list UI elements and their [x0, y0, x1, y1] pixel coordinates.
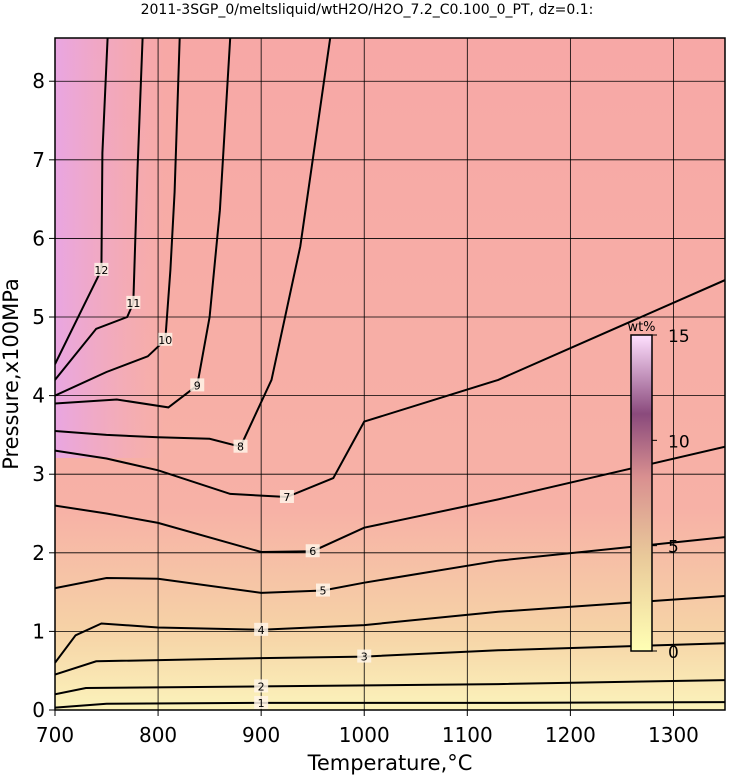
contour-label: 5: [320, 585, 327, 598]
contour-label-box: [254, 695, 269, 709]
contour-line: [55, 38, 144, 381]
colorbar-tick-label: 10: [668, 432, 690, 452]
contour-label: 1: [258, 697, 265, 710]
contour-label-box: [305, 544, 320, 558]
contour-label: 10: [158, 334, 172, 347]
x-tick-label: 800: [139, 723, 177, 747]
y-tick-label: 8: [32, 69, 45, 93]
contour-line: [55, 38, 332, 448]
y-tick-label: 7: [32, 148, 45, 172]
y-tick-label: 5: [32, 305, 45, 329]
colorbar-tick-label: 15: [668, 327, 690, 347]
x-tick-label: 700: [36, 723, 74, 747]
x-tick-label: 1100: [442, 723, 493, 747]
contour-label-box: [158, 332, 173, 346]
contour-label-box: [94, 262, 109, 276]
contour-line: [55, 445, 725, 554]
contour-label: 11: [126, 297, 140, 310]
y-tick-label: 0: [32, 698, 45, 722]
y-tick-label: 2: [32, 541, 45, 565]
colorbar-label: wt%: [627, 320, 655, 335]
y-tick-label: 3: [32, 462, 45, 486]
contour-line: [55, 595, 725, 664]
x-tick-label: 900: [242, 723, 280, 747]
contour-label: 8: [237, 441, 244, 454]
contour-label-box: [233, 439, 248, 453]
colorbar-tick-label: 5: [668, 538, 679, 558]
x-tick-label: 1300: [648, 723, 699, 747]
contour-label-box: [126, 295, 141, 309]
y-tick-label: 1: [32, 619, 45, 643]
y-tick-label: 4: [32, 384, 45, 408]
contour-label-box: [279, 490, 294, 504]
contour-label: 6: [309, 545, 316, 558]
plot-shading: [55, 38, 165, 458]
contour-label: 7: [283, 491, 290, 504]
contour-label: 9: [194, 379, 201, 392]
colorbar: [630, 334, 653, 652]
colorbar-tick-label: 0: [668, 643, 679, 663]
contour-label: 3: [361, 651, 368, 664]
x-axis-label: Temperature,°C: [307, 751, 473, 775]
y-axis-label: Pressure,x100MPa: [0, 278, 23, 470]
contour-line: [55, 536, 725, 594]
y-tick-label: 6: [32, 226, 45, 250]
contour-label: 4: [258, 624, 265, 637]
contour-label: 12: [94, 264, 108, 277]
x-tick-label: 1200: [545, 723, 596, 747]
plot-background: [55, 38, 725, 710]
contour-label-box: [316, 583, 330, 597]
plot-frame: [54, 37, 726, 711]
contour-label-box: [254, 622, 269, 636]
contour-label: 2: [258, 680, 265, 693]
contour-label-box: [357, 649, 372, 663]
contour-label-box: [190, 378, 205, 392]
contour-line: [55, 642, 725, 676]
chart-title: 2011-3SGP_0/meltsliquid/wtH2O/H2O_7.2_C0…: [141, 2, 594, 18]
x-tick-label: 1000: [339, 723, 390, 747]
contour-label-box: [254, 679, 269, 693]
